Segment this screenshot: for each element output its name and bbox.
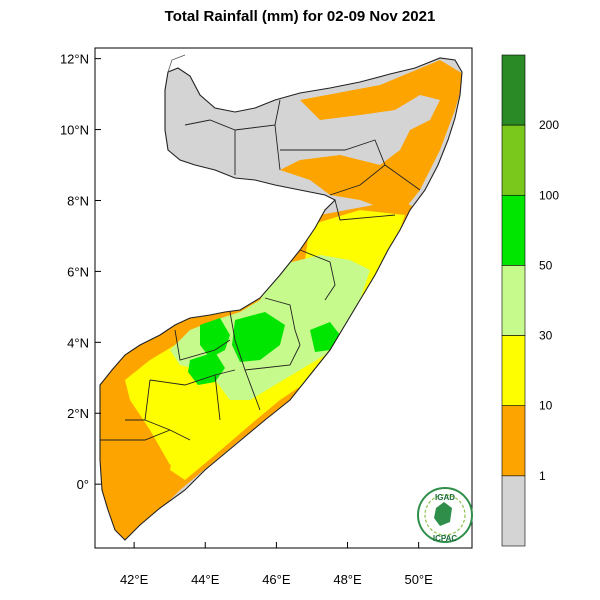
lat-tick-label: 12°N (60, 52, 89, 67)
legend-swatch (501, 124, 526, 196)
legend-swatch (501, 335, 526, 407)
logo-bottom-text: ICPAC (433, 534, 458, 543)
legend-label: 1 (539, 469, 546, 483)
legend-swatch (501, 265, 526, 336)
legend-label: 30 (539, 329, 553, 343)
lat-tick-label: 0° (77, 477, 89, 492)
legend-swatch (501, 405, 526, 477)
legend-swatch (501, 194, 526, 266)
lat-tick-label: 4°N (67, 335, 89, 350)
neighbor-border (167, 54, 186, 73)
lon-tick-label: 44°E (191, 572, 220, 587)
logo-top-text: IGAD (435, 493, 455, 502)
country-outline (99, 57, 463, 541)
lat-tick-label: 8°N (67, 193, 89, 208)
longitude-axis: 42°E 44°E 46°E 48°E 50°E (120, 542, 433, 587)
legend-label: 200 (539, 118, 559, 132)
legend-label: 50 (539, 258, 553, 272)
legend-label: 100 (539, 188, 559, 202)
lon-tick-label: 42°E (120, 572, 149, 587)
legend-swatch (501, 54, 526, 126)
lat-tick-label: 10°N (60, 123, 89, 138)
legend-swatch (501, 475, 526, 547)
lon-tick-label: 50°E (404, 572, 433, 587)
lat-tick-label: 6°N (67, 264, 89, 279)
legend-label: 10 (539, 399, 553, 413)
lon-tick-label: 46°E (262, 572, 291, 587)
lon-tick-label: 48°E (333, 572, 362, 587)
latitude-axis: 12°N 10°N 8°N 6°N 4°N 2°N 0° (60, 52, 101, 492)
legend-colorbar: 1 10 30 50 100 200 (501, 54, 559, 547)
region-boundaries (100, 99, 421, 441)
icpac-logo: IGAD ICPAC (417, 487, 473, 543)
lat-tick-label: 2°N (67, 406, 89, 421)
map-title: Total Rainfall (mm) for 02-09 Nov 2021 (164, 8, 436, 25)
